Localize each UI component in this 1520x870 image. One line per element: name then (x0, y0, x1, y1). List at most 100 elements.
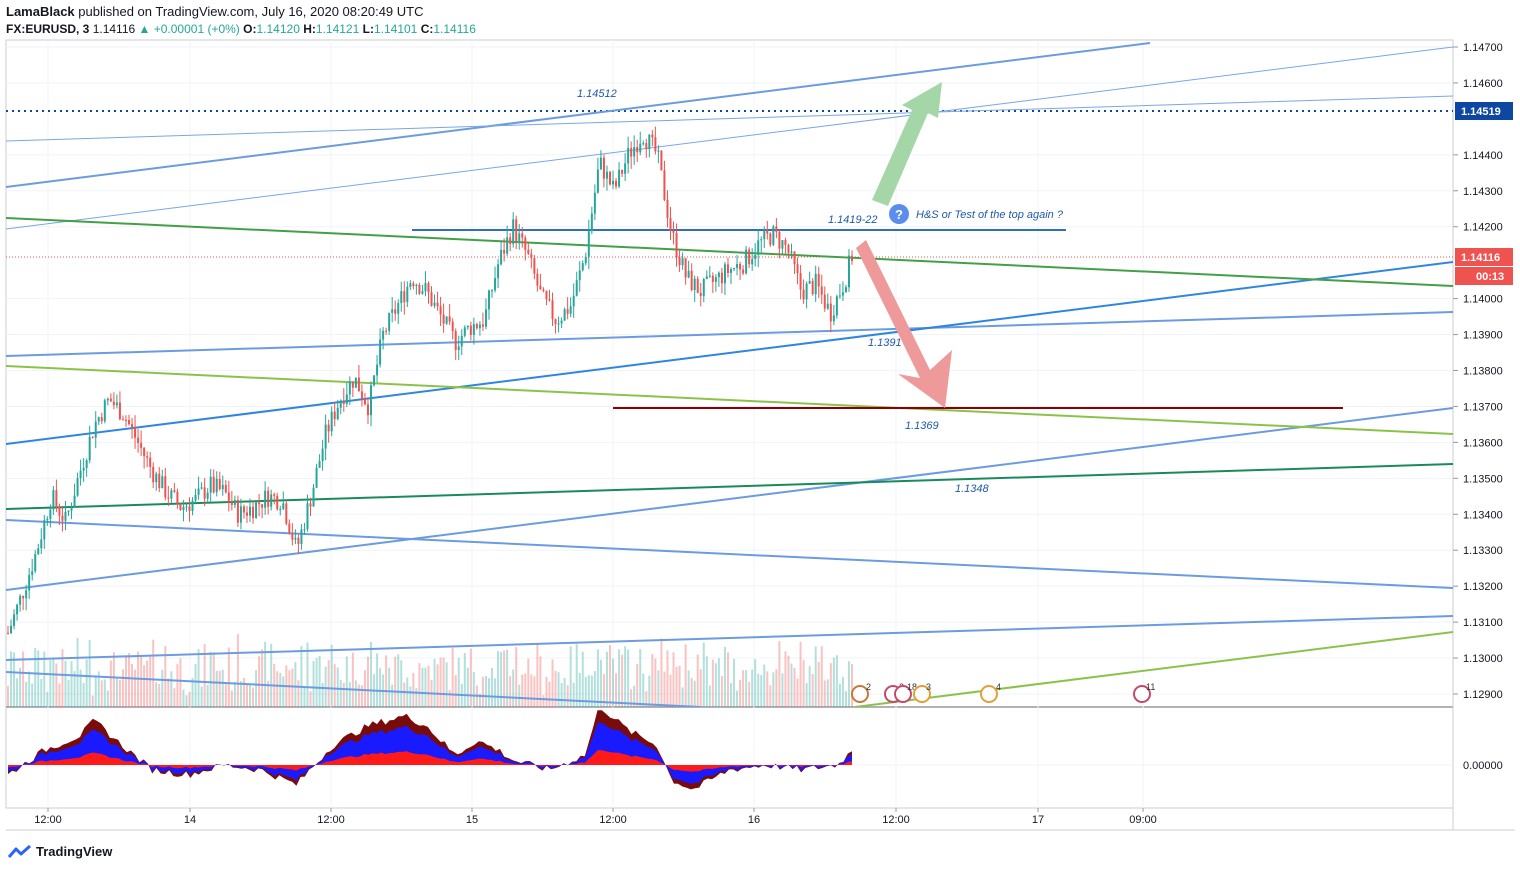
volume-bar (433, 658, 436, 707)
volume-bar (536, 644, 539, 707)
candle-body (787, 245, 790, 253)
candle-body (678, 257, 681, 266)
green-falling-line[interactable] (6, 365, 1453, 435)
volume-bar (457, 657, 460, 707)
event-icon[interactable] (1133, 685, 1151, 703)
volume-bar (197, 649, 200, 707)
candle-body (58, 506, 61, 516)
support-line-1391[interactable] (6, 311, 1453, 357)
candle-body (781, 240, 784, 249)
candle-body (43, 520, 46, 540)
volume-bar (599, 659, 602, 707)
candle-body (85, 460, 88, 468)
annotation-question[interactable]: H&S or Test of the top again ? (916, 209, 1064, 221)
falling-line[interactable] (6, 519, 1453, 589)
candle-body (536, 273, 539, 286)
question-icon[interactable] (889, 204, 909, 224)
candle-body (300, 529, 303, 545)
candle-body (618, 169, 621, 187)
volume-bar (366, 656, 369, 707)
upper-thin-line[interactable] (6, 46, 1453, 230)
volume-bar (79, 669, 82, 707)
candle-body (690, 270, 693, 291)
volume-bar (170, 671, 173, 707)
candle-body (194, 494, 197, 501)
rising-trend-line[interactable] (6, 261, 1453, 445)
candle-body (820, 286, 823, 295)
candle-body (315, 467, 318, 488)
candle-body (748, 249, 751, 265)
candle-body (608, 171, 611, 185)
candle-body (575, 280, 578, 296)
volume-bar (503, 650, 506, 707)
bottom-line[interactable] (6, 615, 1453, 661)
annotation-1369[interactable]: 1.1369 (905, 420, 939, 432)
candle-body (342, 400, 345, 405)
event-icon[interactable] (913, 685, 931, 703)
candle-body (385, 330, 388, 332)
volume-bars (7, 634, 853, 707)
candle-body (360, 391, 363, 399)
y-tick-label: 1.13700 (1463, 401, 1503, 413)
neckline-green[interactable] (6, 217, 1453, 287)
up-arrow[interactable] (872, 82, 942, 206)
green-bottom-line[interactable] (854, 631, 1453, 707)
down-arrow[interactable] (856, 240, 952, 408)
volume-bar (654, 658, 657, 707)
top-thin-line[interactable] (6, 95, 1453, 142)
price-scale[interactable]: 1.14700 1.14600 1.14400 1.14300 1.14200 1.140… (1453, 42, 1503, 772)
publisher-name[interactable]: LamaBlack (6, 4, 75, 19)
bottom-falling-line[interactable] (6, 671, 701, 707)
volume-bar (442, 657, 445, 707)
volume-bar (351, 652, 354, 707)
candle-body (345, 394, 348, 405)
event-icon[interactable] (851, 685, 869, 703)
volume-bar (357, 684, 360, 707)
annotation-14512[interactable]: 1.14512 (577, 88, 617, 100)
volume-bar (693, 680, 696, 707)
volume-bar (733, 658, 736, 707)
event-icon[interactable] (980, 685, 998, 703)
candle-body (851, 255, 853, 261)
candle-body (599, 157, 602, 170)
candle-body (134, 427, 137, 438)
volume-bar (28, 671, 31, 707)
volume-bar (530, 674, 533, 707)
upper-channel-line[interactable] (6, 42, 1151, 188)
volume-bar (545, 676, 548, 707)
annotation-1348[interactable]: 1.1348 (955, 483, 990, 495)
candle-body (542, 289, 545, 291)
candle-body (557, 323, 560, 325)
volume-bar (533, 676, 536, 707)
volume-bar (297, 680, 300, 707)
candle-body (484, 309, 487, 327)
volume-bar (85, 659, 88, 707)
annotation-1419-22[interactable]: 1.1419-22 (828, 214, 878, 226)
symbol-label[interactable]: FX:EURUSD, 3 (6, 22, 90, 36)
candle-body (548, 299, 551, 301)
volume-bar (584, 676, 587, 707)
volume-bar (851, 663, 853, 707)
volume-bar (639, 649, 642, 707)
candle-body (276, 495, 279, 510)
event-icon[interactable] (894, 685, 912, 703)
volume-bar (206, 684, 209, 707)
footer-brand[interactable]: TradingView (36, 844, 113, 859)
candle-body (847, 255, 850, 288)
price-tag-box (1455, 102, 1513, 120)
volume-bar (22, 651, 25, 707)
candle-body (433, 302, 436, 306)
candle-body (581, 263, 584, 271)
green-support-1348[interactable] (6, 463, 1453, 510)
event-markers[interactable]: 2 2 18 3 4 11 (851, 682, 1155, 703)
tradingview-logo-icon[interactable] (8, 844, 32, 859)
candle-body (469, 325, 472, 335)
candle-body (742, 269, 745, 274)
lower-rising-line[interactable] (6, 407, 1453, 591)
volume-bar (94, 677, 97, 707)
candle-body (814, 273, 817, 295)
annotation-1391[interactable]: 1.1391 (868, 337, 902, 349)
time-scale[interactable]: 12:00 14 12:00 15 12:00 16 12:00 17 09:00 (34, 808, 1157, 826)
candle-body (370, 385, 373, 416)
